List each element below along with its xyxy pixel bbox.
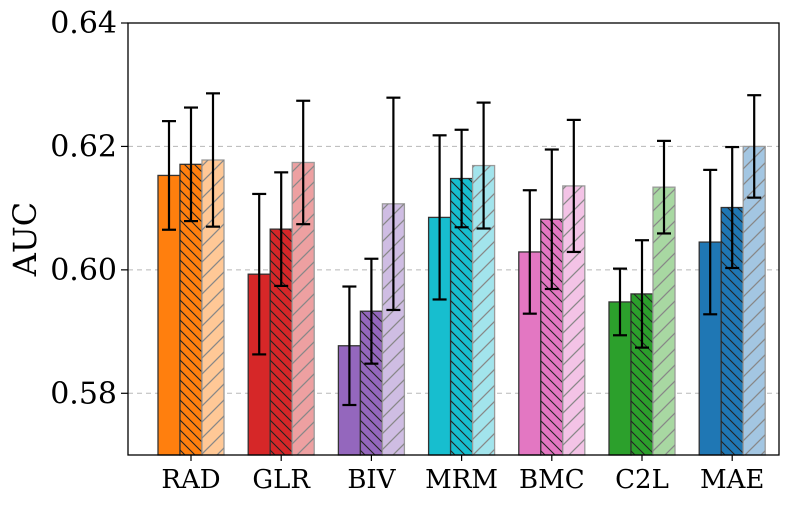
x-tick-label-bmc: BMC	[519, 465, 585, 495]
bar-hatch	[292, 162, 315, 455]
y-tick-label: 0.64	[50, 6, 117, 41]
bar-hatch	[721, 207, 744, 455]
bar-hatch	[382, 203, 405, 455]
x-tick-label-rad: RAD	[161, 465, 220, 495]
bar-hatch	[540, 219, 563, 455]
x-tick-label-biv: BIV	[347, 465, 396, 495]
axes: 0.58 0.60 0.62 0.64 RAD GLR BIV MRM BMC C2L MAE	[50, 6, 764, 495]
plot-frame	[127, 22, 780, 456]
x-tick-label-mae: MAE	[700, 465, 764, 495]
y-tick-label: 0.62	[50, 129, 117, 164]
x-tick-label-glr: GLR	[252, 465, 311, 495]
y-tick-label: 0.58	[50, 376, 117, 411]
bar-hatch	[653, 187, 675, 455]
bar-hatch	[562, 185, 585, 455]
bar-hatch	[743, 146, 766, 455]
bars	[157, 145, 766, 456]
bar-hatch	[631, 293, 653, 455]
error-bars	[162, 92, 762, 407]
bar-hatch	[360, 311, 383, 455]
bar-hatch	[202, 160, 224, 455]
y-axis-label: AUC	[6, 202, 44, 278]
bar-hatch	[472, 165, 495, 455]
x-tick-label-c2l: C2L	[615, 465, 669, 495]
x-tick-label-mrm: MRM	[425, 465, 498, 495]
y-tick-label: 0.60	[50, 253, 117, 288]
bar-hatch	[180, 164, 202, 455]
bar-hatch	[450, 178, 473, 455]
